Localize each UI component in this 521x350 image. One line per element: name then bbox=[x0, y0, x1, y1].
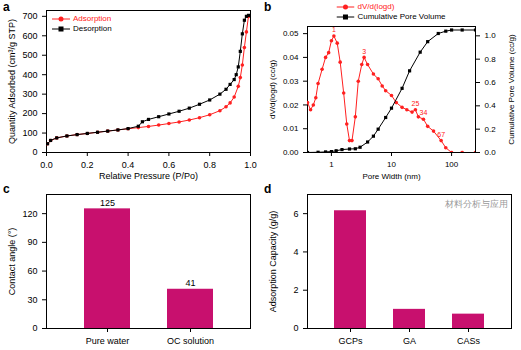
svg-text:25: 25 bbox=[412, 100, 420, 107]
svg-text:0.8: 0.8 bbox=[485, 55, 497, 64]
svg-text:0.0: 0.0 bbox=[40, 160, 53, 170]
svg-text:0.6: 0.6 bbox=[163, 160, 176, 170]
svg-text:0.05: 0.05 bbox=[283, 29, 299, 38]
svg-text:0.2: 0.2 bbox=[485, 125, 497, 134]
html-text:b: b bbox=[264, 0, 272, 14]
svg-text:0: 0 bbox=[293, 323, 298, 333]
html-text:d: d bbox=[264, 182, 272, 196]
svg-text:0.01: 0.01 bbox=[283, 124, 299, 133]
svg-text:1.0: 1.0 bbox=[244, 160, 257, 170]
html-text:Cumulative Pore Volume: Cumulative Pore Volume bbox=[357, 12, 446, 21]
svg-text:600: 600 bbox=[22, 31, 37, 41]
svg-text:Adsorption Capacity (g/g): Adsorption Capacity (g/g) bbox=[268, 211, 278, 313]
svg-text:0.4: 0.4 bbox=[485, 101, 497, 110]
svg-text:67: 67 bbox=[437, 131, 445, 138]
svg-text:Relative Pressure (P/Po): Relative Pressure (P/Po) bbox=[99, 171, 198, 181]
svg-text:OC solution: OC solution bbox=[167, 336, 214, 346]
svg-text:0.03: 0.03 bbox=[283, 77, 299, 86]
svg-text:1: 1 bbox=[332, 26, 336, 33]
html-text:a: a bbox=[3, 0, 10, 14]
svg-text:400: 400 bbox=[22, 70, 37, 80]
svg-text:0: 0 bbox=[32, 147, 37, 157]
svg-text:0.6: 0.6 bbox=[485, 78, 497, 87]
svg-text:Pore Width (nm): Pore Width (nm) bbox=[362, 172, 421, 181]
svg-text:dV/d(logd) (cc/g): dV/d(logd) (cc/g) bbox=[268, 60, 277, 119]
svg-text:120: 120 bbox=[22, 209, 37, 219]
svg-text:3: 3 bbox=[362, 48, 366, 55]
svg-text:0.0: 0.0 bbox=[485, 148, 497, 157]
html-text:dV/d(logd): dV/d(logd) bbox=[357, 2, 395, 11]
svg-text:100: 100 bbox=[22, 128, 37, 138]
svg-text:500: 500 bbox=[22, 50, 37, 60]
svg-text:GA: GA bbox=[403, 336, 416, 346]
svg-text:100: 100 bbox=[445, 160, 459, 169]
svg-text:0.00: 0.00 bbox=[283, 148, 299, 157]
svg-text:0.04: 0.04 bbox=[283, 53, 299, 62]
svg-text:Cumulative Pore Volume (cc/g): Cumulative Pore Volume (cc/g) bbox=[507, 34, 516, 145]
svg-text:0.02: 0.02 bbox=[283, 101, 299, 110]
svg-text:Contact angle (°): Contact angle (°) bbox=[7, 228, 17, 296]
svg-text:0.8: 0.8 bbox=[203, 160, 216, 170]
svg-text:0: 0 bbox=[32, 323, 37, 333]
svg-text:10: 10 bbox=[387, 160, 396, 169]
svg-text:Pure water: Pure water bbox=[86, 336, 130, 346]
svg-text:200: 200 bbox=[22, 108, 37, 118]
svg-text:90: 90 bbox=[27, 237, 37, 247]
svg-text:41: 41 bbox=[185, 278, 195, 288]
svg-text:300: 300 bbox=[22, 89, 37, 99]
svg-text:GCPs: GCPs bbox=[338, 336, 363, 346]
html-text:Adsorption: Adsorption bbox=[73, 14, 112, 23]
svg-text:30: 30 bbox=[27, 295, 37, 305]
svg-text:6: 6 bbox=[293, 209, 298, 219]
html-text:Desorption: Desorption bbox=[73, 24, 112, 33]
svg-text:CASs: CASs bbox=[457, 336, 481, 346]
svg-text:材料分析与应用: 材料分析与应用 bbox=[444, 199, 508, 209]
svg-text:700: 700 bbox=[22, 11, 37, 21]
svg-text:60: 60 bbox=[27, 266, 37, 276]
svg-text:Quantity Adsorbed (cm³/g STP): Quantity Adsorbed (cm³/g STP) bbox=[7, 19, 17, 144]
svg-text:4: 4 bbox=[293, 247, 298, 257]
svg-text:125: 125 bbox=[100, 198, 115, 208]
html-text:c: c bbox=[3, 182, 10, 196]
svg-text:0.4: 0.4 bbox=[122, 160, 135, 170]
svg-text:1: 1 bbox=[329, 160, 334, 169]
svg-text:1.0: 1.0 bbox=[485, 31, 497, 40]
svg-text:2: 2 bbox=[293, 285, 298, 295]
svg-text:0.2: 0.2 bbox=[81, 160, 94, 170]
svg-text:34: 34 bbox=[420, 109, 428, 116]
